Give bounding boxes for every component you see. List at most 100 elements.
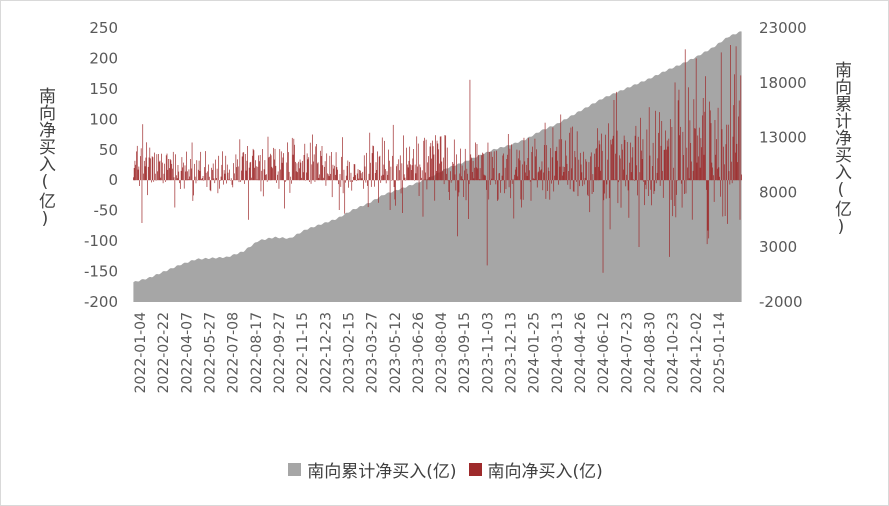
right-tick-label: 18000 xyxy=(759,74,807,92)
net-buy-bar xyxy=(220,176,222,181)
net-buy-bar xyxy=(188,169,190,181)
net-buy-bar xyxy=(581,172,583,181)
net-buy-bar xyxy=(205,172,207,181)
net-buy-bar xyxy=(705,76,706,181)
x-tick-label: 2022-02-22 xyxy=(156,312,172,393)
net-buy-bar xyxy=(633,179,634,181)
net-buy-bar xyxy=(460,148,461,181)
net-buy-bar xyxy=(340,180,342,187)
net-buy-bar xyxy=(550,148,551,181)
net-buy-bar xyxy=(644,180,646,185)
right-tick-label: -2000 xyxy=(759,293,803,311)
net-buy-bar xyxy=(734,74,735,181)
net-buy-bar xyxy=(331,152,332,181)
net-buy-bar xyxy=(302,160,303,181)
net-buy-bar xyxy=(438,149,439,181)
net-buy-bar xyxy=(186,151,187,181)
net-buy-bar xyxy=(166,153,168,181)
net-buy-bar xyxy=(529,170,530,181)
net-buy-bar xyxy=(384,140,385,181)
net-buy-bar xyxy=(410,164,411,181)
net-buy-bar xyxy=(675,180,677,218)
net-buy-bar xyxy=(528,138,529,181)
net-buy-bar xyxy=(281,162,283,181)
net-buy-bar xyxy=(165,180,166,182)
net-buy-bar xyxy=(349,180,351,182)
net-buy-bar xyxy=(230,180,231,181)
net-buy-bar xyxy=(446,147,448,181)
net-buy-bar xyxy=(288,171,290,181)
net-buy-bar xyxy=(289,180,291,193)
net-buy-bar xyxy=(393,180,395,187)
net-buy-bar xyxy=(327,173,328,181)
net-buy-bar xyxy=(654,180,656,192)
net-buy-bar xyxy=(690,143,692,181)
net-buy-bar xyxy=(705,180,707,190)
net-buy-bar xyxy=(223,170,225,181)
net-buy-bar xyxy=(381,137,383,181)
net-buy-bar xyxy=(692,170,694,181)
net-buy-bar xyxy=(318,177,320,181)
net-buy-bar xyxy=(600,170,602,181)
net-buy-bar xyxy=(685,180,687,194)
net-buy-bar xyxy=(469,79,471,181)
net-buy-bar xyxy=(553,180,555,192)
net-buy-bar xyxy=(702,115,703,181)
net-buy-bar xyxy=(431,158,432,181)
net-buy-bar xyxy=(264,160,266,181)
net-buy-bar xyxy=(724,164,725,181)
net-buy-bar xyxy=(445,135,447,181)
net-buy-bar xyxy=(727,180,728,224)
net-buy-bar xyxy=(373,146,375,181)
net-buy-bar xyxy=(358,178,360,181)
net-buy-bar xyxy=(576,131,578,181)
net-buy-bar xyxy=(579,180,580,187)
net-buy-bar xyxy=(433,154,435,181)
net-buy-bar xyxy=(466,168,468,181)
net-buy-bar xyxy=(425,139,427,181)
net-buy-bar xyxy=(467,173,468,181)
net-buy-bar xyxy=(426,180,428,190)
net-buy-bar xyxy=(261,170,263,181)
net-buy-bar xyxy=(682,131,684,181)
net-buy-bar xyxy=(392,124,394,181)
net-buy-bar xyxy=(653,180,655,194)
net-buy-bar xyxy=(396,164,398,181)
net-buy-bar xyxy=(495,180,497,185)
net-buy-bar xyxy=(415,173,417,181)
net-buy-bar xyxy=(294,144,295,181)
net-buy-bar xyxy=(698,156,699,181)
net-buy-bar xyxy=(228,179,230,181)
net-buy-bar xyxy=(378,156,380,181)
net-buy-bar xyxy=(295,161,296,181)
net-buy-bar xyxy=(374,180,375,187)
net-buy-bar xyxy=(697,135,699,181)
net-buy-bar xyxy=(389,180,391,210)
net-buy-bar xyxy=(656,172,658,181)
net-buy-bar xyxy=(143,173,144,181)
net-buy-bar xyxy=(715,154,717,181)
net-buy-bar xyxy=(231,180,233,185)
net-buy-bar xyxy=(272,168,274,181)
net-buy-bar xyxy=(714,120,716,181)
net-buy-bar xyxy=(350,172,352,181)
net-buy-bar xyxy=(287,142,288,181)
net-buy-bar xyxy=(511,180,513,184)
net-buy-bar xyxy=(296,163,298,181)
left-tick-label: 200 xyxy=(89,49,118,67)
net-buy-bar xyxy=(213,178,215,181)
net-buy-bar xyxy=(287,152,289,181)
net-buy-bar xyxy=(369,132,371,181)
net-buy-bar xyxy=(655,110,656,181)
net-buy-bar xyxy=(471,157,472,181)
net-buy-bar xyxy=(179,180,180,184)
net-buy-bar xyxy=(199,170,201,181)
net-buy-bar xyxy=(147,180,148,196)
net-buy-bar xyxy=(562,166,564,181)
net-buy-bar xyxy=(273,159,275,181)
net-buy-bar xyxy=(522,180,524,200)
net-buy-bar xyxy=(586,161,587,181)
net-buy-bar xyxy=(378,180,379,203)
net-buy-bar xyxy=(584,177,586,181)
